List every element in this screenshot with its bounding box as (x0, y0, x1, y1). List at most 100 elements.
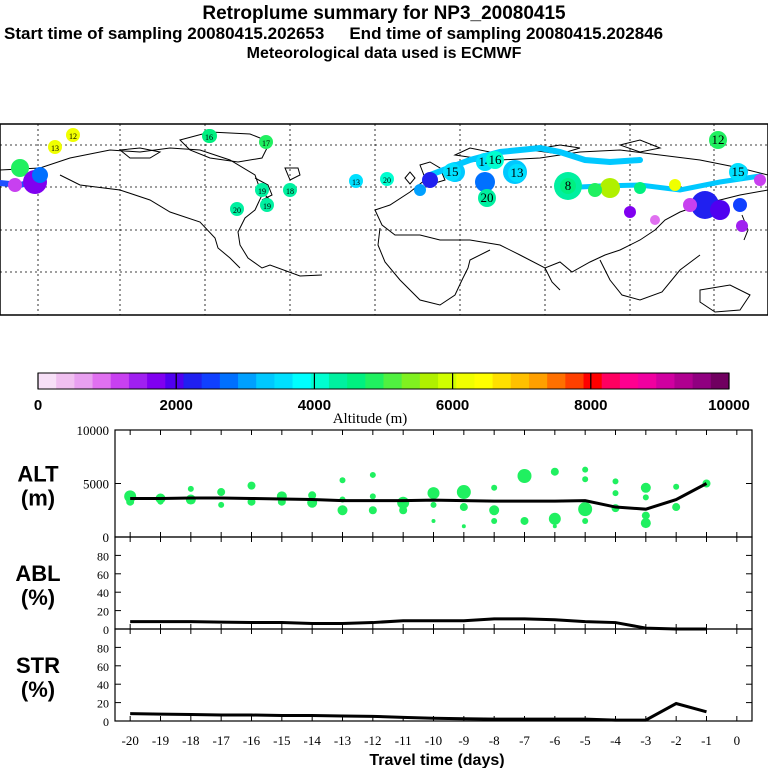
x-tick-label: 0 (734, 733, 741, 748)
altitude-point (456, 485, 471, 500)
plume-blob (669, 179, 681, 191)
str_panel-frame (114, 628, 753, 722)
met-data-label: Meteorological data used is ECMWF (246, 45, 522, 62)
map-marker-label: 20 (481, 190, 494, 205)
map-marker (560, 178, 576, 194)
colorbar-swatch (56, 373, 75, 389)
altitude_panel-ytick-label: 5000 (83, 477, 109, 492)
x-tick-label: -6 (549, 733, 560, 748)
coastline (284, 167, 301, 181)
map-marker-label: 13 (352, 178, 360, 187)
plume-blob (8, 178, 22, 192)
colorbar-swatch (474, 373, 494, 389)
plume-blob (736, 220, 748, 232)
plume-blob (683, 198, 697, 212)
altitude-point (187, 485, 194, 492)
plume-blob (32, 167, 48, 183)
str_panel-label: STR (16, 653, 60, 678)
altitude-point (642, 494, 649, 501)
map-marker-label: 13 (51, 144, 59, 153)
altitude-point (337, 505, 348, 516)
altitude-point (427, 487, 440, 500)
colorbar-swatch (201, 373, 221, 389)
x-tick-label: -15 (273, 733, 290, 748)
map-marker-label: 15 (732, 164, 745, 179)
plume-blob (600, 178, 620, 198)
coastline (59, 174, 241, 269)
coastline (179, 131, 271, 163)
map-marker (202, 129, 216, 143)
altitude-point (582, 466, 589, 473)
abl_panel-ytick-label: 40 (97, 586, 109, 600)
altitude-point (550, 467, 559, 476)
colorbar-swatch (656, 373, 675, 389)
plume-blob (634, 182, 646, 194)
abl_panel-frame (114, 536, 753, 630)
altitude-point (552, 524, 557, 529)
colorbar-swatch (492, 373, 512, 389)
x-tick-label: -5 (580, 733, 591, 748)
map-marker (729, 163, 747, 181)
colorbar-swatch (583, 373, 603, 389)
altitude-point (308, 491, 317, 500)
x-tick-label: -18 (182, 733, 199, 748)
map-marker (486, 151, 504, 169)
map-marker-label: 13 (511, 165, 524, 180)
colorbar-swatch (74, 373, 94, 389)
plume-blob (11, 159, 29, 177)
colorbar-label: Altitude (m) (333, 411, 408, 427)
altitude-point (368, 506, 377, 515)
altitude-median-line (130, 482, 708, 511)
colorbar-swatch (128, 373, 148, 389)
x-tick-label: -16 (243, 733, 261, 748)
colorbar-swatch (256, 373, 275, 389)
colorbar-swatch (601, 373, 621, 389)
x-tick-label: -17 (212, 733, 230, 748)
map-marker (230, 202, 244, 216)
altitude_panel-unit: (m) (21, 486, 55, 511)
map-marker-label: 16 (205, 133, 213, 142)
colorbar-tick-label: 2000 (160, 397, 193, 414)
map-marker-label: 19 (263, 202, 271, 211)
abl_panel-ytick-label: 60 (97, 568, 109, 582)
altitude-point (489, 505, 500, 516)
altitude-point (217, 488, 226, 497)
altitude-point (578, 502, 593, 517)
colorbar-swatch (147, 373, 166, 389)
x-tick-label: -8 (489, 733, 500, 748)
colorbar-swatch (238, 373, 257, 389)
altitude-point (369, 493, 376, 500)
altitude_panel-ytick-label: 0 (103, 530, 110, 545)
map-marker (508, 164, 526, 182)
altitude-point (582, 476, 589, 483)
str_panel-ytick-label: 20 (97, 697, 109, 711)
map-marker (260, 198, 274, 212)
coastline (599, 254, 701, 301)
colorbar-swatch (510, 373, 530, 389)
x-tick-label: -1 (701, 733, 712, 748)
coastline (699, 284, 751, 313)
altitude-point (431, 518, 436, 523)
page-title: Retroplume summary for NP3_20080415 (202, 3, 566, 24)
coastline (544, 267, 561, 291)
coastline (404, 171, 416, 185)
altitude-point (491, 517, 498, 524)
abl_panel-ytick-label: 80 (97, 549, 109, 563)
colorbar-swatch (383, 373, 403, 389)
altitude-point (369, 471, 376, 478)
colorbar-swatch (183, 373, 203, 389)
colorbar-tick-label: 8000 (574, 397, 607, 414)
map-marker (709, 131, 727, 149)
plume-blob (414, 184, 426, 196)
map-marker (443, 163, 461, 181)
colorbar-swatch (456, 373, 475, 389)
altitude-point (491, 484, 498, 491)
altitude-point (157, 498, 164, 505)
altitude-point (612, 478, 619, 485)
abl-line (130, 617, 707, 631)
plume-blob (588, 183, 602, 197)
altitude-point (430, 501, 437, 508)
colorbar-swatch (274, 373, 294, 389)
